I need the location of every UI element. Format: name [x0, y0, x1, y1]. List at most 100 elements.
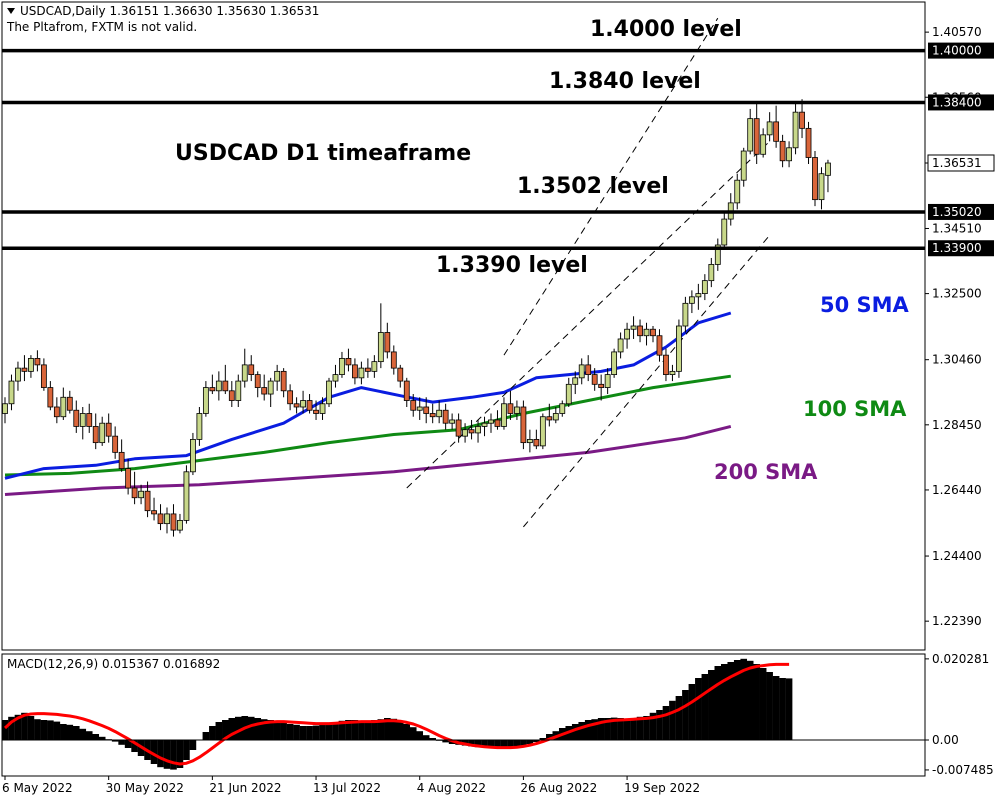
candle-body [332, 374, 339, 382]
candle [248, 355, 255, 382]
candle-body [79, 413, 86, 427]
level-price-badge-text: 1.33900 [932, 241, 982, 255]
candle [345, 348, 352, 372]
candle [514, 400, 520, 420]
candle [462, 423, 468, 443]
price-tick-label: 1.34510 [932, 221, 982, 235]
candle-body [92, 426, 99, 444]
candle-body [747, 118, 754, 152]
dropdown-triangle-icon[interactable] [7, 8, 15, 14]
date-tick-label: 30 May 2022 [106, 781, 184, 795]
candle [604, 368, 611, 395]
macd-histogram-bar [597, 718, 605, 740]
candle-body [261, 387, 268, 395]
macd-histogram-bar [27, 716, 35, 740]
candle-body [131, 487, 138, 499]
macd-histogram-bar [183, 740, 190, 760]
candle-body [209, 387, 216, 392]
candle [805, 121, 812, 164]
macd-histogram-bar [779, 678, 786, 740]
candle-body [488, 419, 494, 424]
candle [66, 390, 73, 414]
price-tick-label: 1.40570 [932, 25, 982, 39]
level-price-badge: 1.40000 [928, 42, 994, 59]
candle-body [676, 325, 682, 372]
candle-body [825, 162, 831, 176]
macd-histogram-bar [98, 736, 106, 740]
candle-body [254, 374, 261, 388]
candle [306, 394, 313, 414]
candle-body [514, 406, 520, 414]
candle-body [598, 383, 605, 388]
candle-body [539, 416, 546, 447]
candle-body [105, 422, 112, 437]
chart-annotation-title: USDCAD D1 timeaframe [175, 141, 471, 166]
candle [287, 384, 294, 411]
macd-histogram-bar [325, 724, 333, 740]
macd-histogram-bar [72, 726, 80, 740]
candle [753, 102, 760, 164]
macd-histogram-bar [118, 740, 125, 745]
candle-body [462, 429, 468, 437]
candle [578, 358, 585, 385]
candle [468, 419, 475, 440]
candle [358, 361, 365, 385]
candle [585, 355, 592, 382]
candle [442, 403, 449, 430]
level-label: 1.4000 level [590, 17, 742, 42]
candle [533, 429, 540, 450]
macd-histogram-bar [422, 735, 430, 740]
candle-body [99, 422, 106, 444]
candle [760, 128, 767, 158]
macd-histogram-bar [332, 722, 339, 740]
price-pane[interactable] [1, 1, 926, 651]
candle [215, 371, 222, 401]
candle-body [177, 520, 183, 531]
candle-body [377, 332, 384, 363]
candle-body [28, 357, 34, 372]
macd-histogram-bar [1, 720, 9, 740]
macd-histogram-bar [8, 716, 15, 740]
macd-histogram-bar [189, 740, 197, 750]
candle-body [799, 111, 805, 129]
candle [773, 105, 780, 148]
macd-histogram-bar [623, 718, 631, 740]
candle [164, 507, 170, 534]
candle-body [170, 513, 177, 531]
macd-histogram-bar [234, 716, 242, 740]
macd-histogram-bar [40, 720, 48, 740]
candle [455, 413, 462, 443]
macd-histogram-bar [293, 724, 300, 740]
candle [676, 319, 682, 378]
macd-histogram-bar [487, 740, 495, 748]
macd-histogram-bar [500, 740, 508, 749]
candle [118, 439, 125, 472]
level-label: 1.3390 level [436, 253, 588, 278]
candle [481, 416, 488, 437]
sma100-label: 100 SMA [803, 397, 907, 421]
candle-body [293, 403, 300, 408]
macd-histogram-bar [526, 740, 534, 744]
macd-histogram-bar [520, 740, 527, 746]
candle [708, 257, 715, 288]
candle [449, 413, 456, 430]
candle [617, 332, 624, 359]
macd-histogram-bar [610, 717, 618, 740]
candle-body [818, 173, 825, 201]
candle [202, 381, 209, 417]
macd-histogram-bar [442, 740, 449, 743]
macd-histogram-bar [338, 720, 346, 740]
macd-histogram-bar [759, 668, 767, 740]
candle-body [235, 380, 242, 401]
candle-body [34, 357, 41, 366]
candle [390, 345, 397, 375]
macd-histogram-bar [358, 720, 365, 740]
candle-body [766, 121, 773, 136]
candle-body [779, 140, 786, 162]
candle-body [760, 134, 767, 155]
candle-body [585, 364, 592, 376]
candle-body [501, 403, 507, 427]
candle-body [578, 364, 585, 379]
level-price-badge-bg [928, 42, 994, 59]
